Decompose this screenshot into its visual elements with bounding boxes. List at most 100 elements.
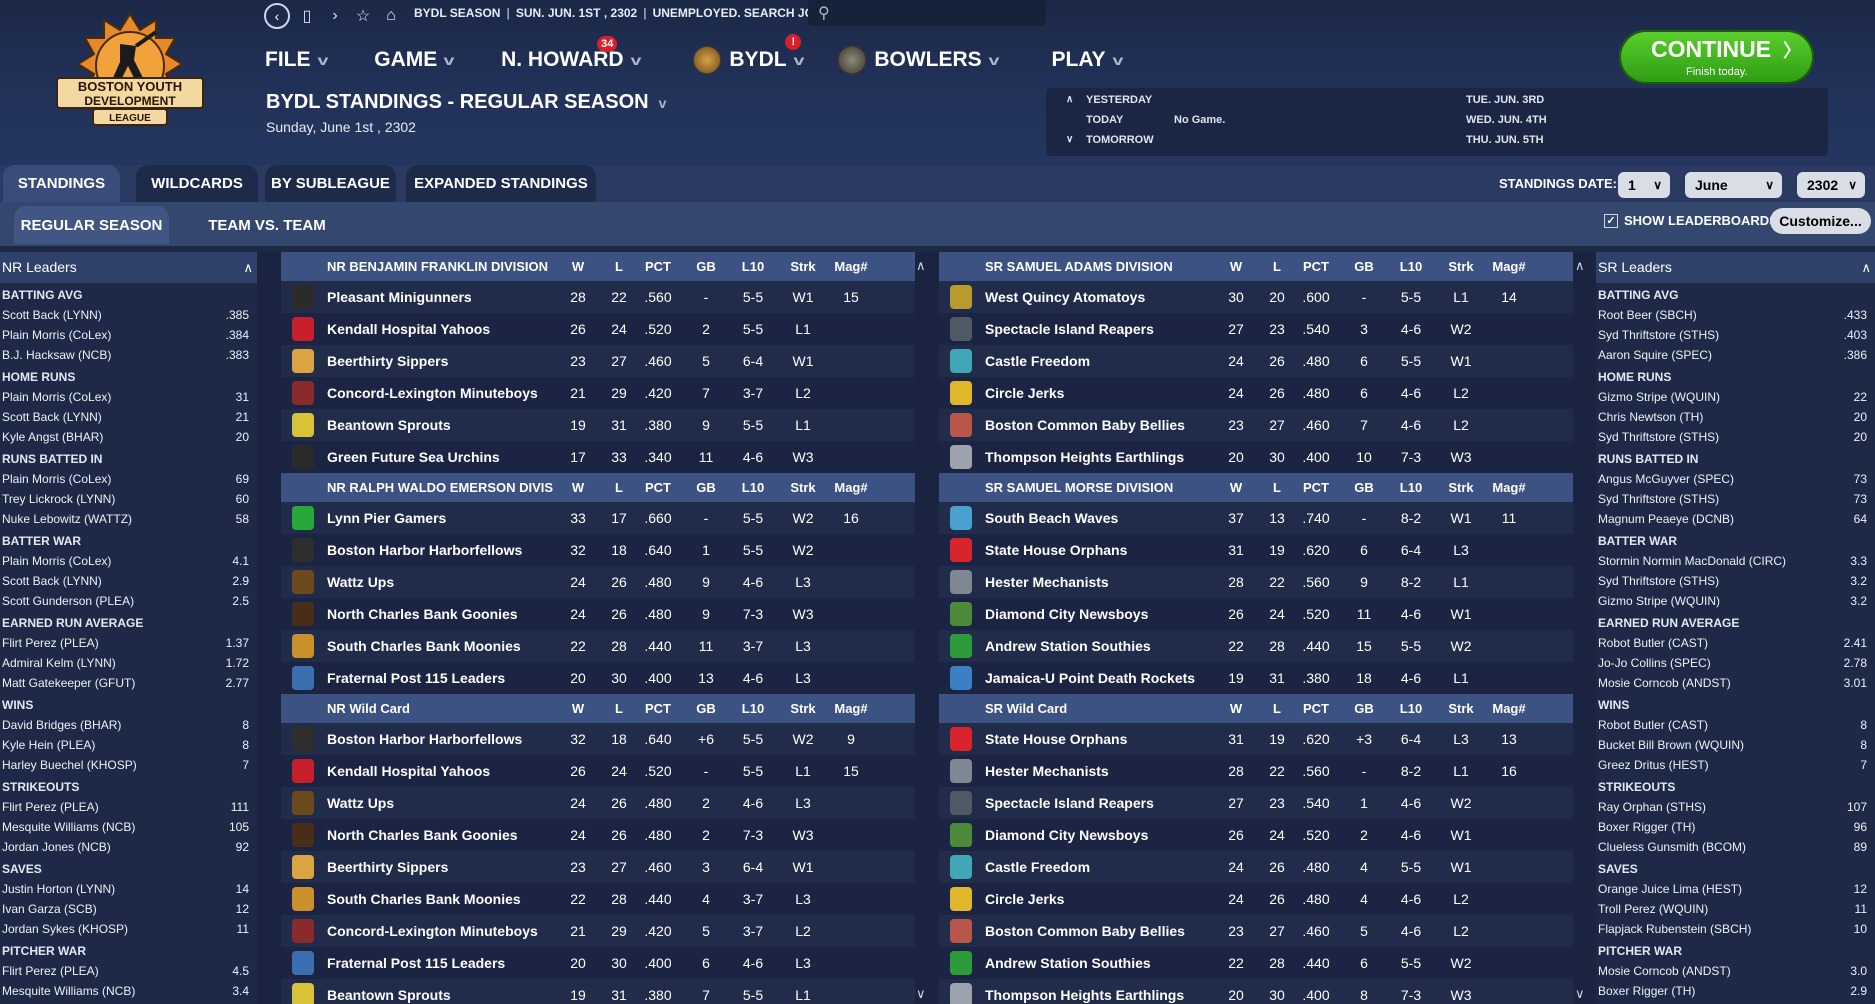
column-header-pct[interactable]: PCT: [645, 480, 671, 495]
team-row[interactable]: State House Orphans 31 19 .620 +3 6-4 L3 13: [939, 723, 1573, 755]
leader-row[interactable]: Flirt Perez (PLEA) 111: [0, 797, 257, 817]
leader-row[interactable]: Boxer Rigger (TH) 96: [1596, 817, 1875, 837]
team-row[interactable]: Beantown Sprouts 19 31 .380 9 5-5 L1: [281, 409, 915, 441]
team-name[interactable]: Diamond City Newsboys: [985, 606, 1149, 622]
team-name[interactable]: Hester Mechanists: [985, 763, 1109, 779]
leader-row[interactable]: Angus McGuyver (SPEC) 73: [1596, 469, 1875, 489]
column-header-l[interactable]: L: [615, 259, 623, 274]
leader-row[interactable]: Scott Back (LYNN) .385: [0, 305, 257, 325]
subtab-regular-season[interactable]: REGULAR SEASON: [14, 206, 169, 244]
team-name[interactable]: Concord-Lexington Minuteboys: [327, 923, 538, 939]
team-name[interactable]: Beerthirty Sippers: [327, 353, 449, 369]
team-name[interactable]: Diamond City Newsboys: [985, 827, 1149, 843]
team-name[interactable]: Circle Jerks: [985, 891, 1065, 907]
column-header-gb[interactable]: GB: [1354, 701, 1374, 716]
leader-row[interactable]: Boxer Rigger (TH) 2.9: [1596, 981, 1875, 1001]
star-icon[interactable]: ☆: [355, 8, 371, 25]
team-name[interactable]: Thompson Heights Earthlings: [985, 987, 1185, 1003]
leader-row[interactable]: Syd Thriftstore (STHS) .403: [1596, 325, 1875, 345]
tab-wildcards[interactable]: WILDCARDS: [136, 165, 258, 202]
leader-row[interactable]: Flirt Perez (PLEA) 1.37: [0, 633, 257, 653]
team-row[interactable]: Kendall Hospital Yahoos 26 24 .520 - 5-5 L1 15: [281, 755, 915, 787]
leader-row[interactable]: Gizmo Stripe (WQUIN) 22: [1596, 387, 1875, 407]
leader-row[interactable]: Nuke Lebowitz (WATTZ) 58: [0, 509, 257, 529]
team-row[interactable]: Thompson Heights Earthlings 20 30 .400 8 7-3 W…: [939, 979, 1573, 1004]
team-row[interactable]: Diamond City Newsboys 26 24 .520 11 4-6 W1: [939, 598, 1573, 630]
leader-row[interactable]: Matt Gatekeeper (GFUT) 2.77: [0, 673, 257, 693]
leader-row[interactable]: Kyle Angst (BHAR) 20: [0, 427, 257, 447]
team-name[interactable]: Kendall Hospital Yahoos: [327, 763, 491, 779]
column-header-l[interactable]: L: [1273, 480, 1281, 495]
column-header-pct[interactable]: PCT: [645, 701, 671, 716]
tab-standings[interactable]: STANDINGS: [3, 165, 120, 202]
team-row[interactable]: Lynn Pier Gamers 33 17 .660 - 5-5 W2 16: [281, 502, 915, 534]
team-row[interactable]: Spectacle Island Reapers 27 23 .540 3 4-6 W2: [939, 313, 1573, 345]
team-name[interactable]: North Charles Bank Goonies: [327, 606, 518, 622]
team-name[interactable]: Boston Common Baby Bellies: [985, 417, 1185, 433]
leader-row[interactable]: Scott Back (LYNN) 2.9: [0, 571, 257, 591]
team-name[interactable]: Concord-Lexington Minuteboys: [327, 385, 538, 401]
team-name[interactable]: Castle Freedom: [985, 859, 1091, 875]
team-row[interactable]: Wattz Ups 24 26 .480 2 4-6 L3: [281, 787, 915, 819]
breadcrumb-season[interactable]: BYDL SEASON: [414, 6, 501, 20]
team-row[interactable]: Kendall Hospital Yahoos 26 24 .520 2 5-5 L1: [281, 313, 915, 345]
leader-row[interactable]: Plain Morris (CoLex) 31: [0, 387, 257, 407]
team-row[interactable]: Boston Common Baby Bellies 23 27 .460 5 4-6 L2: [939, 915, 1573, 947]
column-header-strk[interactable]: Strk: [790, 259, 816, 274]
leader-row[interactable]: Magnum Peaeye (DCNB) 64: [1596, 509, 1875, 529]
team-row[interactable]: Castle Freedom 24 26 .480 4 5-5 W1: [939, 851, 1573, 883]
leader-row[interactable]: Trey Lickrock (LYNN) 60: [0, 489, 257, 509]
menu-team[interactable]: BOWLERS v: [838, 46, 999, 74]
team-name[interactable]: State House Orphans: [985, 542, 1128, 558]
leader-row[interactable]: Robot Butler (CAST) 2.41: [1596, 633, 1875, 653]
team-row[interactable]: Concord-Lexington Minuteboys 21 29 .420 5 3-7…: [281, 915, 915, 947]
leader-row[interactable]: Aaron Squire (SPEC) .386: [1596, 345, 1875, 365]
team-name[interactable]: Green Future Sea Urchins: [327, 449, 500, 465]
leader-row[interactable]: Mesquite Williams (NCB) 105: [0, 817, 257, 837]
team-name[interactable]: Fraternal Post 115 Leaders: [327, 955, 506, 971]
leader-row[interactable]: Greez Dritus (HEST) 7: [1596, 755, 1875, 775]
column-header-pct[interactable]: PCT: [645, 259, 671, 274]
leader-row[interactable]: Ray Orphan (STHS) 107: [1596, 797, 1875, 817]
team-name[interactable]: Boston Common Baby Bellies: [985, 923, 1185, 939]
team-row[interactable]: South Charles Bank Moonies 22 28 .440 11 3-7 L…: [281, 630, 915, 662]
team-name[interactable]: Spectacle Island Reapers: [985, 795, 1154, 811]
team-name[interactable]: Thompson Heights Earthlings: [985, 449, 1185, 465]
column-header-gb[interactable]: GB: [696, 701, 716, 716]
team-row[interactable]: West Quincy Atomatoys 30 20 .600 - 5-5 L1 14: [939, 281, 1573, 313]
team-row[interactable]: North Charles Bank Goonies 24 26 .480 9 7-3 W3: [281, 598, 915, 630]
team-row[interactable]: Wattz Ups 24 26 .480 9 4-6 L3: [281, 566, 915, 598]
show-leaderboards-toggle[interactable]: ✓ SHOW LEADERBOARDS: [1604, 213, 1778, 228]
leader-row[interactable]: David Bridges (BHAR) 8: [0, 715, 257, 735]
column-header-l10[interactable]: L10: [1399, 480, 1423, 495]
leader-row[interactable]: Jordan Sykes (KHOSP) 11: [0, 919, 257, 939]
scroll-down-icon[interactable]: ∨: [1575, 986, 1585, 1001]
team-name[interactable]: Lynn Pier Gamers: [327, 510, 447, 526]
tab-expanded-standings[interactable]: EXPANDED STANDINGS: [406, 165, 596, 202]
team-row[interactable]: Hester Mechanists 28 22 .560 9 8-2 L1: [939, 566, 1573, 598]
scroll-up-icon[interactable]: ∧: [243, 260, 253, 275]
team-row[interactable]: Beerthirty Sippers 23 27 .460 3 6-4 W1: [281, 851, 915, 883]
column-header-strk[interactable]: Strk: [1448, 701, 1474, 716]
scroll-up-icon[interactable]: ∧: [1861, 260, 1871, 275]
back-button[interactable]: ‹: [264, 3, 290, 29]
continue-button[interactable]: CONTINUE 〉 Finish today.: [1619, 30, 1814, 84]
leader-row[interactable]: Flapjack Rubenstein (SBCH) 10: [1596, 919, 1875, 939]
team-name[interactable]: Spectacle Island Reapers: [985, 321, 1154, 337]
column-header-mag-num[interactable]: Mag#: [1492, 480, 1526, 495]
menu-file[interactable]: FILE v: [265, 48, 328, 72]
team-name[interactable]: Andrew Station Southies: [985, 638, 1151, 654]
team-row[interactable]: State House Orphans 31 19 .620 6 6-4 L3: [939, 534, 1573, 566]
column-header-w[interactable]: W: [1229, 259, 1243, 274]
team-row[interactable]: Andrew Station Southies 22 28 .440 15 5-5 W2: [939, 630, 1573, 662]
column-header-w[interactable]: W: [1229, 480, 1243, 495]
leader-row[interactable]: Plain Morris (CoLex) 69: [0, 469, 257, 489]
scroll-up-icon[interactable]: ∧: [1575, 258, 1585, 273]
column-header-l10[interactable]: L10: [1399, 259, 1423, 274]
column-header-l[interactable]: L: [1273, 259, 1281, 274]
team-row[interactable]: Jamaica-U Point Death Rockets 19 31 .380 18 4…: [939, 662, 1573, 694]
leader-row[interactable]: Mesquite Williams (NCB) 3.4: [0, 981, 257, 1001]
column-header-mag-num[interactable]: Mag#: [834, 259, 868, 274]
leader-row[interactable]: Syd Thriftstore (STHS) 20: [1596, 427, 1875, 447]
subtab-team-vs-team[interactable]: TEAM VS. TEAM: [208, 216, 326, 234]
